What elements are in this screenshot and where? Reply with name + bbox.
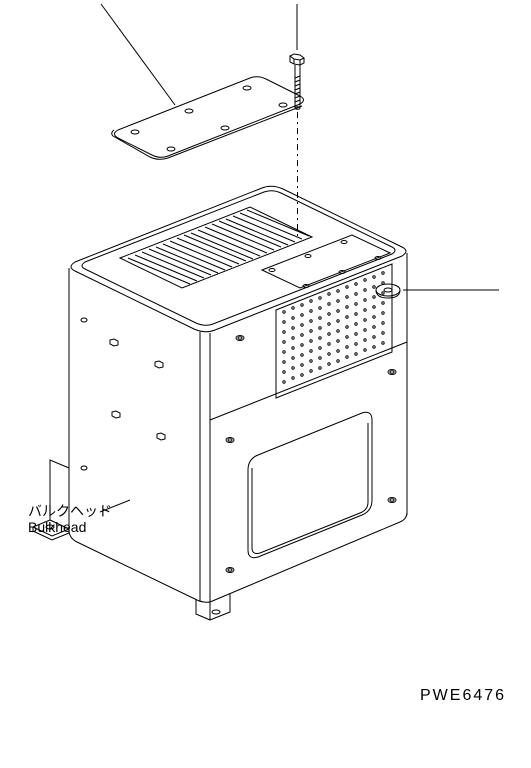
hex-bolt — [290, 54, 304, 109]
bulkhead-enclosure — [33, 186, 407, 620]
front-window — [248, 412, 372, 557]
technical-drawing: バルクヘッド Bulkhead PWE6476 — [0, 0, 531, 768]
side-grille-dots — [283, 272, 384, 383]
side-grille-frame — [276, 264, 392, 398]
cover-plate — [112, 77, 304, 160]
bulkhead-label-jp: バルクヘッド — [28, 503, 112, 519]
top-grille — [128, 210, 309, 284]
right-bracket — [196, 594, 230, 620]
flat-washer — [376, 284, 400, 298]
bulkhead-label-en: Bulkhead — [28, 519, 86, 535]
left-face-holes — [81, 318, 165, 470]
drawing-id: PWE6476 — [420, 687, 506, 704]
